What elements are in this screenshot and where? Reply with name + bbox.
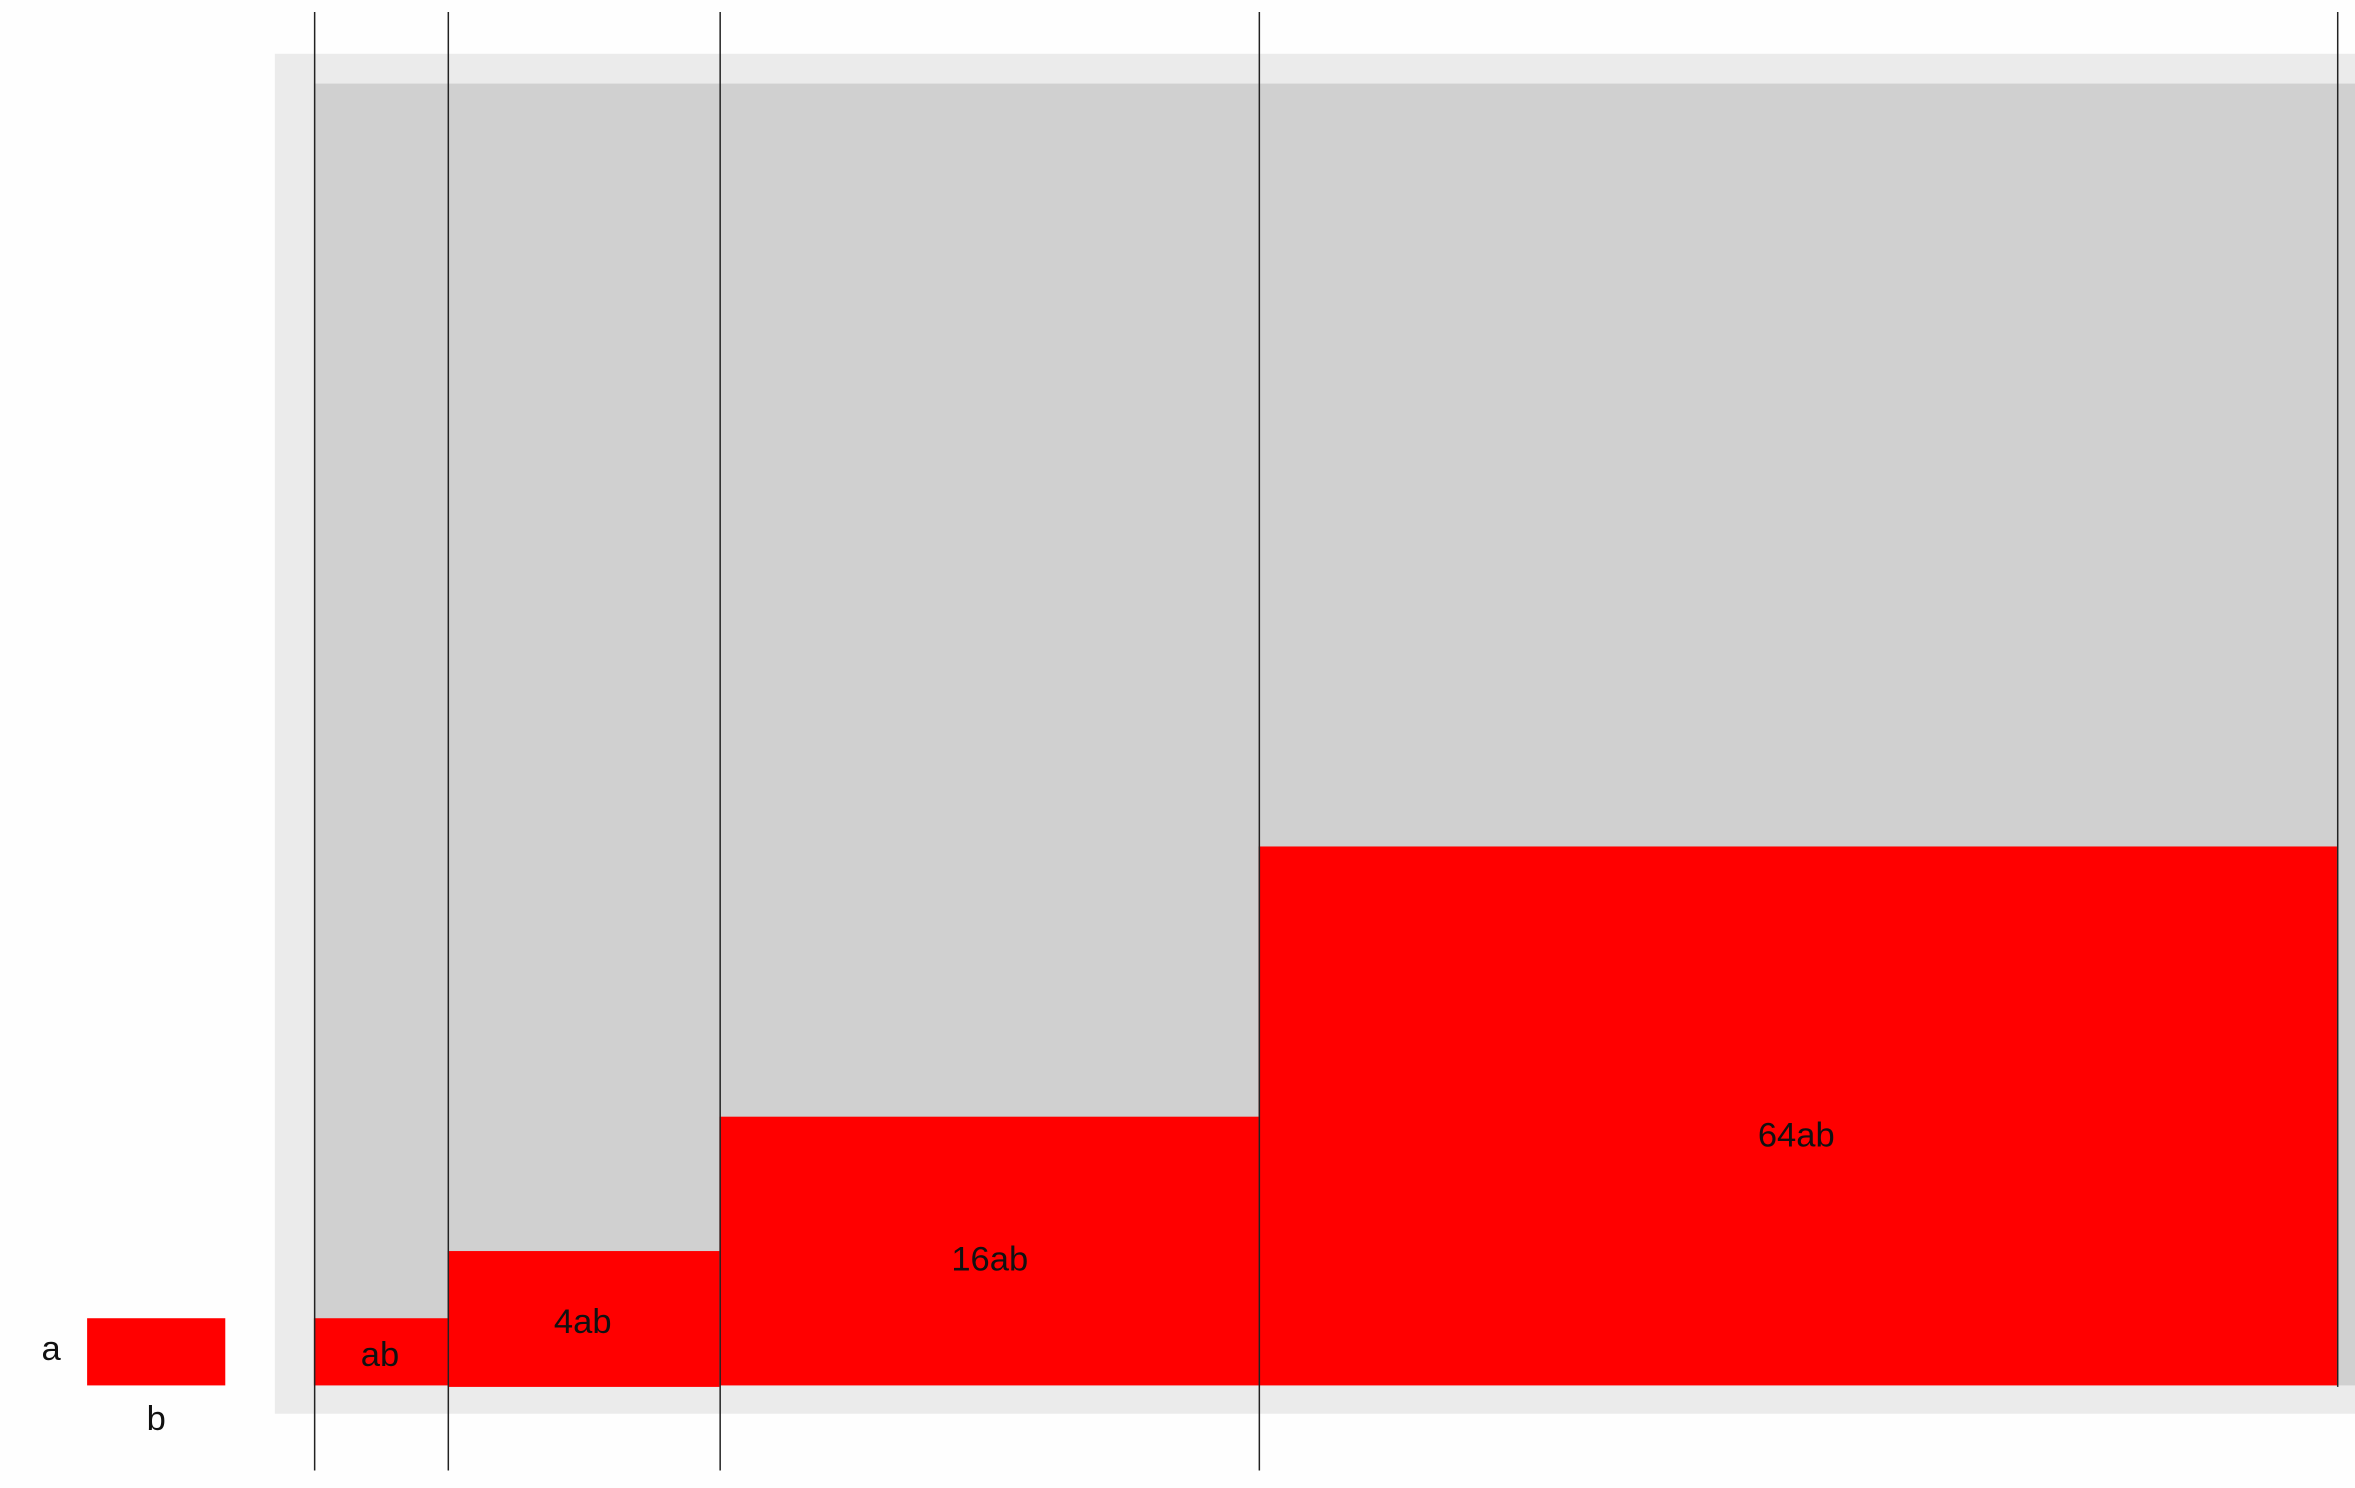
divider-lines	[313, 11, 2339, 1471]
area-rect-16ab	[719, 1116, 1259, 1386]
area-label-64ab: 64ab	[1758, 1117, 1835, 1155]
legend-side-b-label: b	[147, 1400, 166, 1438]
area-rect-64ab	[1258, 846, 2337, 1386]
area-rectangles	[313, 846, 2337, 1387]
area-labels: ab 4ab 16ab 64ab	[361, 1117, 1835, 1374]
legend: a b	[41, 1318, 226, 1438]
legend-side-a-label: a	[41, 1330, 61, 1368]
area-label-ab: ab	[361, 1336, 399, 1374]
area-rect-ab	[313, 1318, 448, 1386]
legend-unit-rect	[87, 1318, 226, 1386]
area-label-16ab: 16ab	[951, 1241, 1028, 1279]
area-rect-4ab	[447, 1251, 720, 1387]
area-label-4ab: 4ab	[554, 1303, 612, 1341]
